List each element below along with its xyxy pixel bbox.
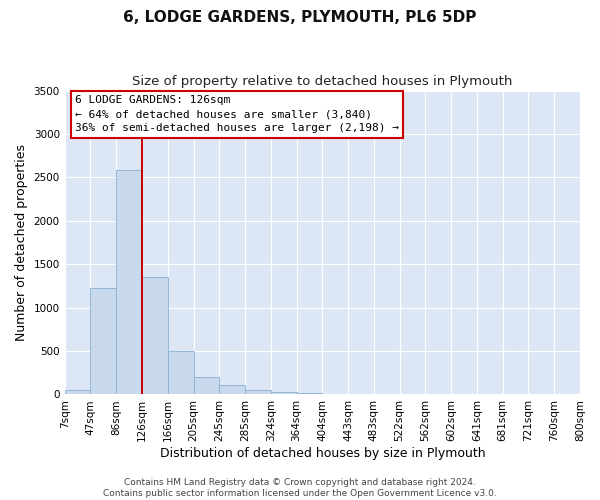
Bar [245,390,271,394]
Bar [193,377,219,394]
Bar [219,385,245,394]
Text: 6 LODGE GARDENS: 126sqm
← 64% of detached houses are smaller (3,840)
36% of semi: 6 LODGE GARDENS: 126sqm ← 64% of detache… [75,95,399,133]
Text: Contains HM Land Registry data © Crown copyright and database right 2024.
Contai: Contains HM Land Registry data © Crown c… [103,478,497,498]
Bar [65,390,91,394]
Bar [168,351,193,395]
Bar [296,392,322,394]
Bar [116,170,142,394]
Bar [271,392,296,394]
Bar [142,277,168,394]
Title: Size of property relative to detached houses in Plymouth: Size of property relative to detached ho… [132,75,512,88]
Bar [91,288,116,395]
X-axis label: Distribution of detached houses by size in Plymouth: Distribution of detached houses by size … [160,447,485,460]
Text: 6, LODGE GARDENS, PLYMOUTH, PL6 5DP: 6, LODGE GARDENS, PLYMOUTH, PL6 5DP [124,10,476,25]
Y-axis label: Number of detached properties: Number of detached properties [15,144,28,341]
